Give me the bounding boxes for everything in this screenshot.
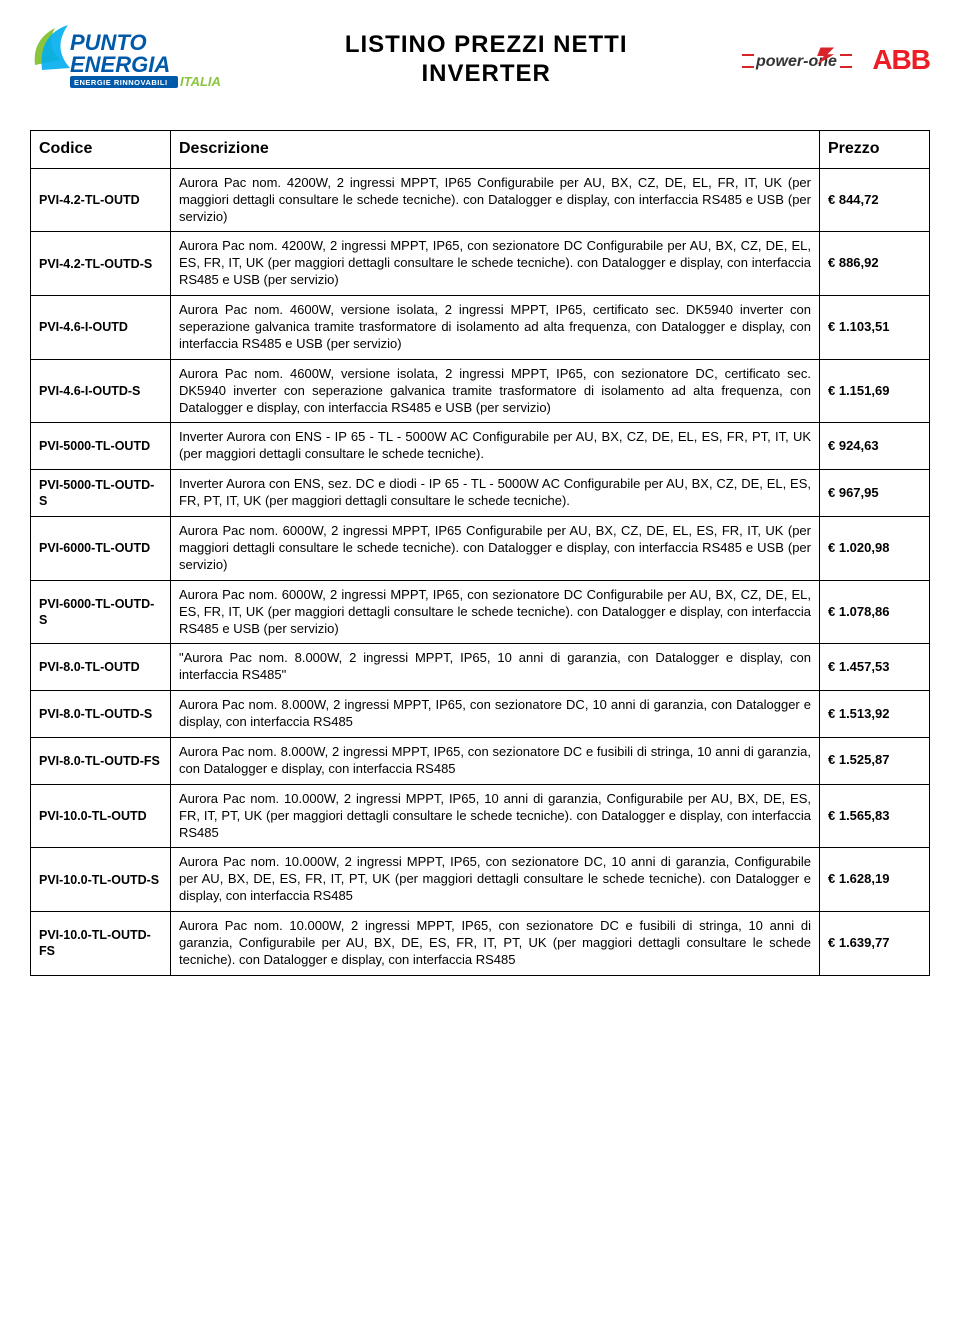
price-table: Codice Descrizione Prezzo PVI-4.2-TL-OUT… [30,130,930,976]
col-prezzo: Prezzo [820,131,930,169]
cell-code: PVI-6000-TL-OUTD-S [31,580,171,644]
cell-desc: Aurora Pac nom. 8.000W, 2 ingressi MPPT,… [171,691,820,738]
cell-code: PVI-4.2-TL-OUTD-S [31,232,171,296]
cell-code: PVI-4.2-TL-OUTD [31,168,171,232]
cell-desc: Aurora Pac nom. 6000W, 2 ingressi MPPT, … [171,580,820,644]
cell-price: € 1.078,86 [820,580,930,644]
cell-desc: Aurora Pac nom. 4200W, 2 ingressi MPPT, … [171,168,820,232]
cell-code: PVI-8.0-TL-OUTD [31,644,171,691]
table-row: PVI-8.0-TL-OUTD-SAurora Pac nom. 8.000W,… [31,691,930,738]
cell-desc: Inverter Aurora con ENS, sez. DC e diodi… [171,470,820,517]
cell-desc: Aurora Pac nom. 4600W, versione isolata,… [171,296,820,360]
cell-price: € 1.151,69 [820,359,930,423]
cell-desc: Aurora Pac nom. 4200W, 2 ingressi MPPT, … [171,232,820,296]
cell-code: PVI-10.0-TL-OUTD-FS [31,912,171,976]
table-row: PVI-6000-TL-OUTD-SAurora Pac nom. 6000W,… [31,580,930,644]
cell-code: PVI-10.0-TL-OUTD-S [31,848,171,912]
cell-desc: Aurora Pac nom. 8.000W, 2 ingressi MPPT,… [171,737,820,784]
cell-price: € 1.639,77 [820,912,930,976]
table-row: PVI-6000-TL-OUTDAurora Pac nom. 6000W, 2… [31,517,930,581]
logo-power-one: power-one [742,43,852,78]
table-row: PVI-4.2-TL-OUTDAurora Pac nom. 4200W, 2 … [31,168,930,232]
cell-price: € 844,72 [820,168,930,232]
svg-text:ITALIA: ITALIA [180,74,221,89]
cell-desc: Aurora Pac nom. 10.000W, 2 ingressi MPPT… [171,912,820,976]
cell-desc: Aurora Pac nom. 10.000W, 2 ingressi MPPT… [171,784,820,848]
logo-abb: ABB [872,44,930,76]
page-header: PUNTO ENERGIA ENERGIE RINNOVABILI ITALIA… [30,20,930,100]
table-row: PVI-4.2-TL-OUTD-SAurora Pac nom. 4200W, … [31,232,930,296]
table-row: PVI-5000-TL-OUTD-SInverter Aurora con EN… [31,470,930,517]
title-line-1: LISTINO PREZZI NETTI [345,31,628,58]
table-header-row: Codice Descrizione Prezzo [31,131,930,169]
cell-price: € 967,95 [820,470,930,517]
col-descrizione: Descrizione [171,131,820,169]
table-row: PVI-10.0-TL-OUTDAurora Pac nom. 10.000W,… [31,784,930,848]
svg-text:ENERGIE RINNOVABILI: ENERGIE RINNOVABILI [74,78,168,87]
cell-price: € 1.525,87 [820,737,930,784]
table-row: PVI-5000-TL-OUTDInverter Aurora con ENS … [31,423,930,470]
cell-desc: Aurora Pac nom. 6000W, 2 ingressi MPPT, … [171,517,820,581]
page-title: LISTINO PREZZI NETTI INVERTER [230,31,742,89]
table-row: PVI-4.6-I-OUTDAurora Pac nom. 4600W, ver… [31,296,930,360]
cell-desc: Aurora Pac nom. 4600W, versione isolata,… [171,359,820,423]
cell-price: € 1.020,98 [820,517,930,581]
table-row: PVI-10.0-TL-OUTD-FSAurora Pac nom. 10.00… [31,912,930,976]
cell-code: PVI-5000-TL-OUTD-S [31,470,171,517]
cell-price: € 924,63 [820,423,930,470]
cell-code: PVI-8.0-TL-OUTD-S [31,691,171,738]
table-row: PVI-4.6-I-OUTD-SAurora Pac nom. 4600W, v… [31,359,930,423]
cell-code: PVI-10.0-TL-OUTD [31,784,171,848]
cell-desc: "Aurora Pac nom. 8.000W, 2 ingressi MPPT… [171,644,820,691]
cell-code: PVI-4.6-I-OUTD-S [31,359,171,423]
cell-code: PVI-6000-TL-OUTD [31,517,171,581]
table-row: PVI-10.0-TL-OUTD-SAurora Pac nom. 10.000… [31,848,930,912]
logo-punto-energia: PUNTO ENERGIA ENERGIE RINNOVABILI ITALIA [30,20,230,100]
cell-price: € 886,92 [820,232,930,296]
title-line-2: INVERTER [421,60,550,87]
cell-price: € 1.513,92 [820,691,930,738]
cell-price: € 1.565,83 [820,784,930,848]
cell-desc: Inverter Aurora con ENS - IP 65 - TL - 5… [171,423,820,470]
cell-price: € 1.103,51 [820,296,930,360]
cell-code: PVI-5000-TL-OUTD [31,423,171,470]
cell-code: PVI-4.6-I-OUTD [31,296,171,360]
cell-price: € 1.628,19 [820,848,930,912]
logos-right: power-one ABB [742,43,930,78]
table-row: PVI-8.0-TL-OUTD"Aurora Pac nom. 8.000W, … [31,644,930,691]
cell-code: PVI-8.0-TL-OUTD-FS [31,737,171,784]
svg-text:ENERGIA: ENERGIA [70,52,170,77]
col-codice: Codice [31,131,171,169]
table-row: PVI-8.0-TL-OUTD-FSAurora Pac nom. 8.000W… [31,737,930,784]
cell-price: € 1.457,53 [820,644,930,691]
cell-desc: Aurora Pac nom. 10.000W, 2 ingressi MPPT… [171,848,820,912]
